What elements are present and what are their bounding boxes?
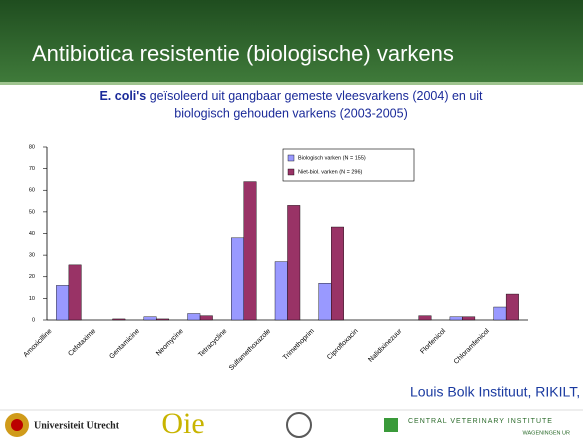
y-tick-label: 80: [29, 144, 35, 150]
bar: [287, 205, 301, 321]
y-tick-label: 30: [29, 253, 35, 259]
bar: [505, 293, 519, 321]
legend-swatch: [287, 154, 295, 162]
subtitle-bold: E. coli's: [99, 89, 146, 103]
y-tick-label: 70: [29, 166, 35, 172]
x-tick-label: Sulfamethoxazole: [228, 328, 272, 372]
x-tick-label: Florfenicol: [419, 327, 447, 355]
bar: [449, 316, 463, 321]
bar: [56, 285, 70, 321]
header-rule: [0, 82, 583, 85]
y-tick-label: 10: [29, 296, 35, 302]
cvi-logo-icon: [384, 418, 398, 432]
bar: [462, 316, 476, 321]
wur-logo-text: WAGENINGEN UR: [523, 430, 570, 436]
slide-title: Antibiotica resistentie (biologische) va…: [32, 41, 454, 66]
subtitle-line2: biologisch gehouden varkens (2003-2005): [174, 106, 408, 120]
bar: [199, 315, 213, 321]
bar: [112, 318, 126, 321]
bar: [331, 226, 344, 321]
x-tick-label: Gentamicine: [108, 328, 141, 361]
bar: [187, 313, 201, 321]
y-tick-label: 40: [29, 231, 35, 237]
x-tick-label: Neomycine: [155, 328, 185, 358]
bar: [418, 315, 432, 321]
bar: [243, 181, 257, 321]
x-tick-label: Cefotaxime: [67, 328, 97, 358]
legend-label: Niet-biol. varken (N = 296): [298, 169, 363, 175]
header-band: [0, 0, 583, 82]
y-tick-label: 0: [32, 317, 35, 323]
legend-swatch: [287, 168, 295, 176]
uu-logo-center: [11, 419, 23, 431]
x-tick-label: Trimethoprim: [282, 328, 316, 362]
subtitle-text: geïsoleerd uit gangbaar gemeste vleesvar…: [150, 89, 483, 103]
bar: [493, 306, 507, 321]
who-logo: [286, 412, 312, 438]
bar: [231, 237, 244, 321]
y-tick-label: 20: [29, 274, 35, 280]
plot: 0 10 20 30 40 50 60 70 80 Amoxicilline Cefotaxime G…: [22, 144, 528, 372]
x-tick-label: Tetracycline: [197, 328, 228, 359]
bar: [318, 283, 332, 321]
y-tick-label: 50: [29, 209, 35, 215]
bar: [156, 318, 170, 321]
oie-logo: Oie: [161, 407, 204, 440]
legend-label: Biologisch varken (N = 155): [298, 155, 366, 161]
x-tick-label: Nalidixinezuur: [367, 327, 404, 364]
uu-logo-text: Universiteit Utrecht: [34, 420, 120, 431]
y-tick-label: 60: [29, 188, 35, 194]
bar: [68, 264, 82, 321]
bar: [143, 316, 157, 321]
cvi-logo-text: CENTRAL VETERINARY INSTITUTE: [408, 418, 553, 425]
legend-box: [282, 148, 415, 182]
x-tick-label: Ciprofloxacin: [326, 328, 360, 362]
credit: Louis Bolk Instituut, RIKILT, CVI: [410, 384, 583, 400]
subtitle: E. coli's geïsoleerd uit gangbaar gemest…: [99, 89, 483, 103]
x-tick-label: Amoxicilline: [22, 328, 53, 359]
bar: [274, 261, 288, 321]
x-tick-label: Chloramfenicol: [453, 327, 491, 365]
